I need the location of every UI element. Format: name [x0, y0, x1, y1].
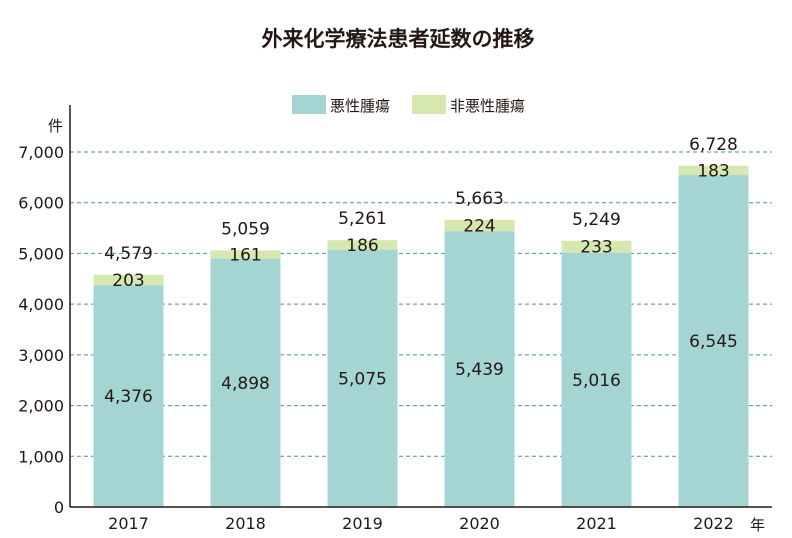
- data-label-series-2: 203: [112, 271, 144, 291]
- bar-segment-1: [444, 231, 515, 508]
- x-axis-unit: 年: [750, 516, 765, 534]
- x-tick-label: 2017: [108, 514, 149, 533]
- data-label-total: 5,249: [572, 210, 621, 230]
- data-label-series-2: 183: [697, 161, 729, 181]
- y-tick-label: 6,000: [18, 194, 64, 213]
- data-label-total: 4,579: [104, 244, 153, 264]
- bar-segment-2: [327, 240, 398, 250]
- axes: [69, 105, 772, 508]
- data-label-series-1: 5,075: [338, 369, 387, 389]
- bar-segment-1: [93, 285, 164, 507]
- bar-segment-2: [444, 219, 515, 232]
- legend-label-2: 非悪性腫瘍: [450, 97, 525, 115]
- y-tick-label: 5,000: [18, 244, 64, 263]
- data-label-series-1: 6,545: [689, 332, 738, 352]
- y-tick-label: 7,000: [18, 143, 64, 162]
- data-label-total: 5,663: [455, 189, 504, 209]
- legend-swatch-1: [292, 95, 326, 114]
- data-label-total: 6,728: [689, 135, 738, 155]
- data-label-series-2: 161: [229, 246, 261, 266]
- data-label-series-2: 233: [580, 238, 612, 258]
- y-tick-label: 4,000: [18, 295, 64, 314]
- bar-segment-2: [93, 274, 164, 286]
- legend-swatch-2: [412, 95, 446, 114]
- x-tick-label: 2020: [459, 514, 500, 533]
- legend-label-1: 悪性腫瘍: [330, 97, 390, 115]
- bar-segment-2: [678, 165, 749, 176]
- bar-segment-2: [561, 240, 632, 253]
- bar-segment-1: [327, 249, 398, 507]
- x-tick-label: 2021: [576, 514, 617, 533]
- chart-title: 外来化学療法患者延数の推移: [262, 27, 535, 51]
- gridlines: 0 1,000 2,000 3,000 4,000 5,000 6,000 7,000: [18, 143, 772, 517]
- y-tick-label: 3,000: [18, 346, 64, 365]
- y-tick-label: 0: [54, 498, 64, 517]
- data-label-series-1: 4,898: [221, 374, 270, 394]
- bar-segment-2: [210, 250, 281, 259]
- bar-segment-1: [678, 175, 749, 507]
- data-label-series-2: 224: [463, 216, 495, 236]
- bar-segment-1: [210, 258, 281, 507]
- x-tick-label: 2018: [225, 514, 266, 533]
- y-tick-label: 2,000: [18, 397, 64, 416]
- x-tick-label: 2022: [693, 514, 734, 533]
- data-label-total: 5,261: [338, 209, 387, 229]
- bars: [93, 165, 749, 508]
- data-label-series-1: 5,439: [455, 360, 504, 380]
- bar-segment-1: [561, 252, 632, 507]
- data-label-total: 5,059: [221, 219, 270, 239]
- y-tick-label: 1,000: [18, 447, 64, 466]
- data-label-series-1: 4,376: [104, 387, 153, 407]
- data-labels: 4,376 203 4,579 2017 4,898 161 5,059 2018 5,075 1…: [104, 135, 738, 533]
- data-label-series-2: 186: [346, 236, 378, 256]
- data-label-series-1: 5,016: [572, 371, 621, 391]
- y-axis-unit: 件: [48, 117, 63, 135]
- x-tick-label: 2019: [342, 514, 383, 533]
- legend: 悪性腫瘍 非悪性腫瘍: [292, 95, 525, 115]
